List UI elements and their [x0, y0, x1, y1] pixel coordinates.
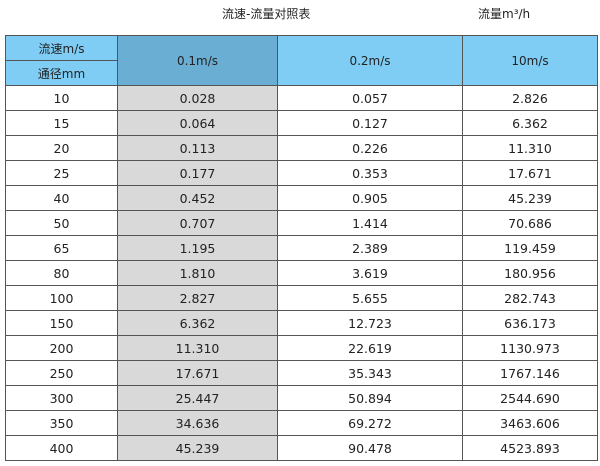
table-row: 150 6.362 12.723 636.173 — [5, 310, 598, 336]
diameter-cell: 10 — [5, 85, 118, 111]
flow-cell: 6.362 — [462, 110, 598, 136]
flow-cell: 50.894 — [277, 385, 463, 411]
flow-cell: 5.655 — [277, 285, 463, 311]
flow-cell: 6.362 — [117, 310, 278, 336]
flow-cell: 90.478 — [277, 435, 463, 461]
flow-cell: 1767.146 — [462, 360, 598, 386]
flow-cell: 34.636 — [117, 410, 278, 436]
flow-cell: 12.723 — [277, 310, 463, 336]
unit-label: 流量m³/h — [478, 7, 531, 21]
table-row: 300 25.447 50.894 2544.690 — [5, 385, 598, 411]
flow-cell: 3.619 — [277, 260, 463, 286]
flow-cell: 180.956 — [462, 260, 598, 286]
table-row: 65 1.195 2.389 119.459 — [5, 235, 598, 261]
column-header: 0.2m/s — [277, 35, 463, 86]
flow-cell: 45.239 — [117, 435, 278, 461]
table-row: 400 45.239 90.478 4523.893 — [5, 435, 598, 461]
diameter-header: 通径mm — [5, 60, 118, 86]
flow-cell: 2544.690 — [462, 385, 598, 411]
table-title: 流速-流量对照表 — [222, 7, 311, 21]
flow-cell: 11.310 — [462, 135, 598, 161]
flow-cell: 0.226 — [277, 135, 463, 161]
table-row: 10 0.028 0.057 2.826 — [5, 85, 598, 111]
table-row: 350 34.636 69.272 3463.606 — [5, 410, 598, 436]
flow-table: 流速m/s 0.1m/s 0.2m/s 10m/s 通径mm 10 0.028 0.… — [5, 35, 598, 461]
flow-cell: 35.343 — [277, 360, 463, 386]
flow-cell: 17.671 — [117, 360, 278, 386]
flow-cell: 4523.893 — [462, 435, 598, 461]
flow-cell: 45.239 — [462, 185, 598, 211]
flow-cell: 25.447 — [117, 385, 278, 411]
flow-cell: 0.028 — [117, 85, 278, 111]
table-row: 100 2.827 5.655 282.743 — [5, 285, 598, 311]
flow-cell: 0.064 — [117, 110, 278, 136]
flow-cell: 2.389 — [277, 235, 463, 261]
diameter-cell: 40 — [5, 185, 118, 211]
flow-cell: 3463.606 — [462, 410, 598, 436]
flow-cell: 0.452 — [117, 185, 278, 211]
flow-cell: 0.177 — [117, 160, 278, 186]
flow-cell: 2.827 — [117, 285, 278, 311]
flow-cell: 0.707 — [117, 210, 278, 236]
flow-cell: 0.353 — [277, 160, 463, 186]
column-header: 10m/s — [462, 35, 598, 86]
flow-cell: 11.310 — [117, 335, 278, 361]
diameter-cell: 15 — [5, 110, 118, 136]
table-row: 200 11.310 22.619 1130.973 — [5, 335, 598, 361]
flow-cell: 0.905 — [277, 185, 463, 211]
flow-cell: 2.826 — [462, 85, 598, 111]
flow-cell: 22.619 — [277, 335, 463, 361]
table-row: 50 0.707 1.414 70.686 — [5, 210, 598, 236]
flow-cell: 636.173 — [462, 310, 598, 336]
flow-cell: 1.195 — [117, 235, 278, 261]
diameter-cell: 50 — [5, 210, 118, 236]
flow-cell: 17.671 — [462, 160, 598, 186]
diameter-cell: 25 — [5, 160, 118, 186]
diameter-cell: 300 — [5, 385, 118, 411]
velocity-header: 流速m/s — [5, 35, 118, 61]
flow-cell: 0.113 — [117, 135, 278, 161]
diameter-cell: 20 — [5, 135, 118, 161]
diameter-cell: 100 — [5, 285, 118, 311]
table-row: 80 1.810 3.619 180.956 — [5, 260, 598, 286]
diameter-cell: 350 — [5, 410, 118, 436]
diameter-cell: 400 — [5, 435, 118, 461]
diameter-cell: 200 — [5, 335, 118, 361]
table-row: 250 17.671 35.343 1767.146 — [5, 360, 598, 386]
diameter-cell: 150 — [5, 310, 118, 336]
table-row: 20 0.113 0.226 11.310 — [5, 135, 598, 161]
flow-cell: 1130.973 — [462, 335, 598, 361]
flow-cell: 1.414 — [277, 210, 463, 236]
diameter-cell: 80 — [5, 260, 118, 286]
flow-cell: 0.057 — [277, 85, 463, 111]
table-row: 25 0.177 0.353 17.671 — [5, 160, 598, 186]
flow-cell: 119.459 — [462, 235, 598, 261]
flow-cell: 69.272 — [277, 410, 463, 436]
table-row: 40 0.452 0.905 45.239 — [5, 185, 598, 211]
flow-cell: 1.810 — [117, 260, 278, 286]
diameter-cell: 250 — [5, 360, 118, 386]
flow-cell: 282.743 — [462, 285, 598, 311]
diameter-cell: 65 — [5, 235, 118, 261]
flow-cell: 70.686 — [462, 210, 598, 236]
flow-cell: 0.127 — [277, 110, 463, 136]
column-header: 0.1m/s — [117, 35, 278, 86]
table-row: 15 0.064 0.127 6.362 — [5, 110, 598, 136]
